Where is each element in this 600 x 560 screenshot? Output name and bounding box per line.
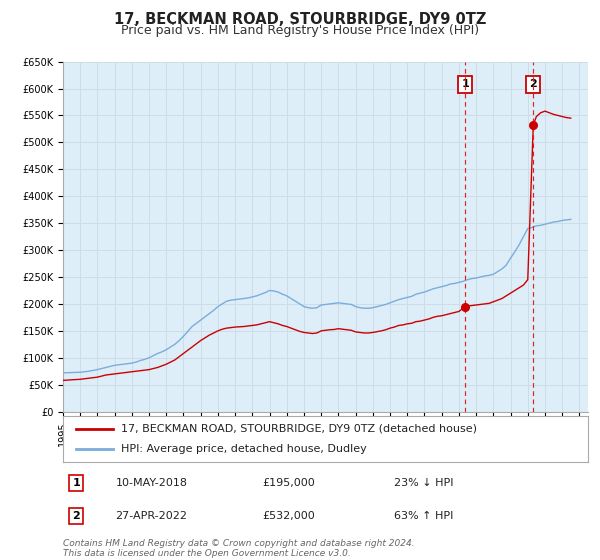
Text: £532,000: £532,000 (263, 511, 315, 521)
Text: 27-APR-2022: 27-APR-2022 (115, 511, 187, 521)
Text: Price paid vs. HM Land Registry's House Price Index (HPI): Price paid vs. HM Land Registry's House … (121, 24, 479, 37)
Text: 10-MAY-2018: 10-MAY-2018 (115, 478, 187, 488)
Text: 17, BECKMAN ROAD, STOURBRIDGE, DY9 0TZ (detached house): 17, BECKMAN ROAD, STOURBRIDGE, DY9 0TZ (… (121, 424, 477, 434)
Text: HPI: Average price, detached house, Dudley: HPI: Average price, detached house, Dudl… (121, 444, 367, 454)
Text: 2: 2 (72, 511, 80, 521)
Text: Contains HM Land Registry data © Crown copyright and database right 2024.
This d: Contains HM Land Registry data © Crown c… (63, 539, 415, 558)
Text: 63% ↑ HPI: 63% ↑ HPI (394, 511, 453, 521)
Text: 23% ↓ HPI: 23% ↓ HPI (394, 478, 453, 488)
Text: 17, BECKMAN ROAD, STOURBRIDGE, DY9 0TZ: 17, BECKMAN ROAD, STOURBRIDGE, DY9 0TZ (114, 12, 486, 27)
Text: 1: 1 (72, 478, 80, 488)
Text: 1: 1 (461, 80, 469, 90)
Text: £195,000: £195,000 (263, 478, 315, 488)
Text: 2: 2 (529, 80, 537, 90)
